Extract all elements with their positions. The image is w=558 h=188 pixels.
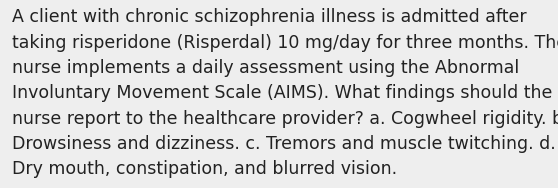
Text: A client with chronic schizophrenia illness is admitted after
taking risperidone: A client with chronic schizophrenia illn…: [12, 8, 558, 178]
